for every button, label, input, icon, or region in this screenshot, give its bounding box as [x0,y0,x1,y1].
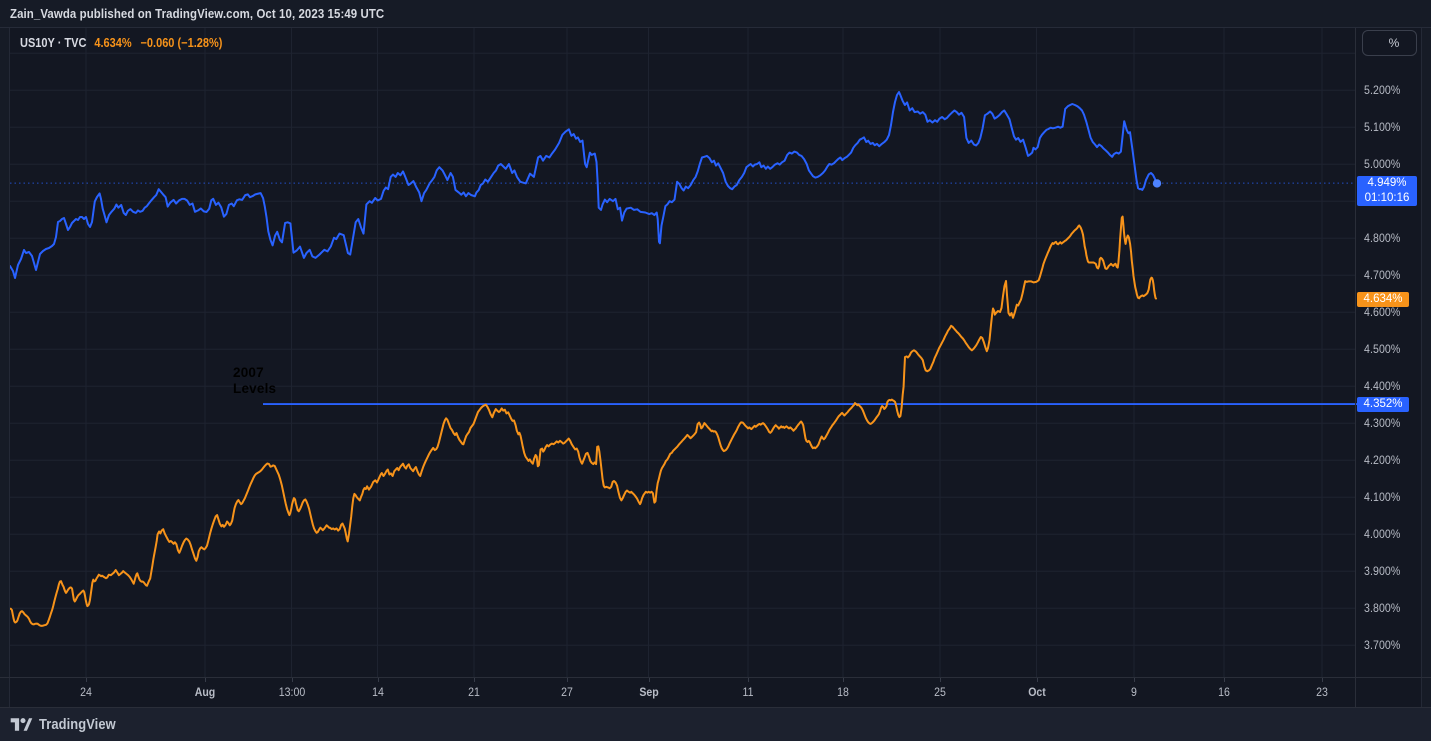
tradingview-logo-icon [10,718,33,731]
time-axis[interactable]: 24 Aug 13:00 14 21 27 Sep 11 18 25 Oct 9 16 23 [0,678,1431,707]
x-axis-tickmark [567,678,568,682]
x-axis-tick: 24 [80,685,92,699]
x-axis-tickmark [86,678,87,682]
price-label-main: 4.634% [1357,292,1409,308]
y-axis-tick: 4.700% [1364,268,1401,283]
symbol-change: −0.060 (−1.28%) [140,36,223,50]
symbol-name[interactable]: US10Y · TVC [20,36,87,50]
series-last-dot [1152,179,1162,188]
x-axis-tickmark [1322,678,1323,682]
x-axis-tick: 18 [837,685,849,699]
symbol-legend[interactable]: US10Y · TVC 4.634% −0.060 (−1.28%) [20,36,222,50]
y-axis-tick: 4.200% [1364,453,1401,468]
price-label-main-price: 4.634% [1363,293,1403,306]
price-axis-border [1355,28,1356,707]
y-axis-tick: 3.700% [1364,638,1401,653]
x-axis-tick: Sep [638,685,659,699]
x-axis-tick: 21 [468,685,480,699]
y-axis-tick: 3.900% [1364,564,1401,579]
logo-dot-shape [20,718,26,724]
annotation-line1: 2007 [233,365,264,380]
series-line-compare[interactable] [9,91,1158,279]
x-axis-tick: 25 [934,685,946,699]
right-gutter [1421,28,1431,707]
x-axis-tickmark [748,678,749,682]
y-axis-tick: 4.100% [1364,490,1401,505]
y-axis-tick: 5.000% [1364,157,1401,172]
x-axis-tickmark [843,678,844,682]
x-axis-tick: 27 [561,685,573,699]
x-axis-tick: 9 [1131,685,1137,699]
time-axis-border [0,677,1431,678]
x-axis-tickmark [474,678,475,682]
x-axis-tickmark [940,678,941,682]
x-axis-tickmark [1134,678,1135,682]
logo-seven-shape [23,718,33,731]
price-label-level: 4.352% [1357,396,1409,412]
y-axis-tick: 4.400% [1364,379,1401,394]
y-axis-tick: 5.100% [1364,120,1401,135]
price-label-level-price: 4.352% [1363,397,1403,410]
price-scale[interactable]: 5.200%5.100%5.000%4.900%4.800%4.700%4.60… [1356,28,1421,677]
y-axis-tick: 4.500% [1364,342,1401,357]
x-axis-tick: 14 [371,685,384,699]
series-line-us10y[interactable] [9,215,1157,627]
y-axis-tick: 4.800% [1364,231,1401,246]
x-axis-tickmark [291,678,293,682]
chart-annotation-2007-levels[interactable]: 2007 Levels [233,365,276,397]
publish-header: Zain_Vawda published on TradingView.com,… [0,0,1431,28]
percent-scale-label: % [1388,36,1400,50]
y-axis-tick: 4.000% [1364,527,1401,542]
symbol-last-price: 4.634% [94,36,132,50]
y-axis-tick: 4.600% [1364,305,1401,320]
x-axis-tickmark [648,678,650,682]
x-axis-tick: Aug [194,685,216,699]
x-axis-tick: 23 [1316,685,1328,699]
x-axis-tickmark [1036,678,1038,682]
x-axis-tickmark [377,678,379,682]
price-label-compare-countdown: 01:10:16 [1364,191,1410,204]
publish-header-text: Zain_Vawda published on TradingView.com,… [10,6,385,21]
price-label-compare: 4.949% 01:10:16 [1357,175,1417,206]
bottom-bar: TradingView [0,707,1431,741]
percent-scale-button[interactable]: % [1362,30,1417,56]
tradingview-logo-text: TradingView [39,716,116,733]
x-axis-tick: 13:00 [278,685,305,699]
logo-one-shape [10,718,20,731]
left-gutter [0,28,10,707]
annotation-line2: Levels [233,381,277,396]
y-axis-tick: 5.200% [1364,83,1401,98]
y-axis-tick: 4.300% [1364,416,1401,431]
x-axis-tickmark [205,678,206,682]
x-axis-tick: 16 [1218,685,1230,699]
tradingview-logo[interactable]: TradingView [10,716,128,733]
x-axis-tick: Oct [1027,685,1046,699]
tradingview-logo-shapes [10,718,33,731]
price-label-compare-price: 4.949% [1367,176,1407,189]
y-axis-tick: 3.800% [1364,601,1401,616]
x-axis-tick: 11 [742,685,754,699]
x-axis-tickmark [1224,678,1225,682]
